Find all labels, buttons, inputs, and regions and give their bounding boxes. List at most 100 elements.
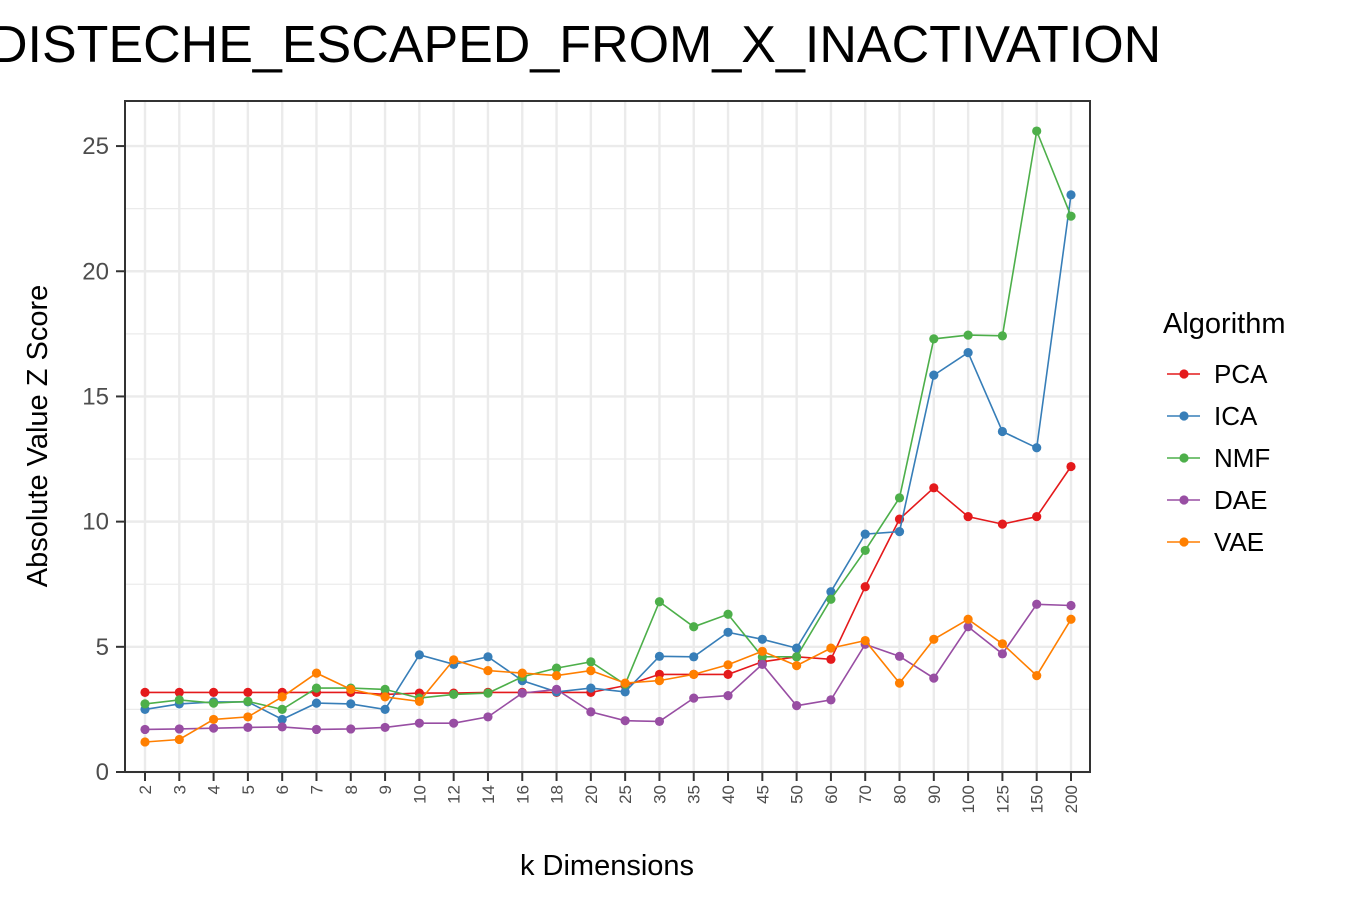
data-point-dae — [757, 659, 767, 669]
x-tick-label: 20 — [582, 785, 601, 804]
legend-item-ica: ICA — [1167, 401, 1258, 431]
data-point-nmf — [551, 663, 562, 673]
panel-border — [124, 100, 1091, 773]
data-point-pca — [929, 483, 939, 493]
data-point-pca — [208, 687, 219, 697]
data-point-vae — [620, 678, 630, 688]
data-point-vae — [414, 696, 424, 706]
y-axis-label: Absolute Value Z Score — [22, 285, 54, 588]
data-point-vae — [654, 676, 665, 686]
data-point-dae — [792, 701, 802, 711]
data-point-vae — [277, 692, 287, 702]
data-point-nmf — [208, 698, 219, 708]
legend-label-ica: ICA — [1214, 401, 1258, 431]
data-point-nmf — [243, 696, 253, 706]
data-point-nmf — [894, 493, 905, 503]
x-tick-label: 50 — [788, 785, 807, 804]
data-point-dae — [551, 684, 562, 694]
data-point-dae — [414, 718, 424, 728]
legend-title: Algorithm — [1163, 308, 1286, 340]
data-point-ica — [792, 643, 802, 653]
x-tick-label: 25 — [616, 785, 635, 804]
data-point-vae — [346, 684, 356, 694]
series-line-pca — [145, 466, 1072, 696]
data-point-nmf — [860, 545, 870, 556]
data-point-ica — [997, 426, 1008, 437]
x-axis-label: k Dimensions — [520, 850, 694, 882]
data-point-vae — [792, 660, 802, 671]
legend-marker-vae — [1179, 537, 1189, 547]
data-point-nmf — [792, 652, 802, 662]
x-tick-label: 4 — [205, 785, 224, 794]
data-point-nmf — [1066, 211, 1076, 221]
legend-item-vae: VAE — [1167, 527, 1264, 557]
data-point-nmf — [140, 699, 150, 709]
y-axis: 0 5 10 15 20 25 — [82, 133, 125, 786]
x-tick-label: 80 — [891, 785, 910, 804]
data-point-vae — [1032, 671, 1042, 681]
legend-marker-dae — [1179, 495, 1189, 505]
data-point-nmf — [963, 330, 973, 340]
y-tick-label: 0 — [96, 759, 109, 786]
chart-title: DISTECHE_ESCAPED_FROM_X_INACTIVATION — [0, 16, 1161, 74]
data-point-vae — [586, 665, 596, 676]
y-tick-label: 15 — [82, 383, 109, 410]
data-point-vae — [483, 665, 493, 676]
y-tick-label: 10 — [82, 509, 109, 536]
x-tick-label: 200 — [1062, 785, 1081, 813]
legend-item-dae: DAE — [1167, 485, 1267, 515]
data-point-dae — [380, 722, 390, 733]
data-point-vae — [174, 734, 184, 745]
data-point-pca — [174, 687, 184, 697]
series-nmf — [140, 126, 1076, 715]
data-point-dae — [277, 722, 287, 732]
data-point-ica — [963, 348, 973, 358]
data-point-nmf — [483, 688, 493, 698]
data-point-dae — [140, 724, 150, 735]
legend-label-vae: VAE — [1214, 527, 1264, 557]
data-point-ica — [689, 652, 699, 662]
data-point-ica — [894, 527, 905, 537]
data-point-vae — [894, 678, 905, 688]
x-axis: 2 3 4 5 6 7 8 9 10 12 14 16 18 20 25 30 35 40 45 50 60 70 80 90… — [136, 772, 1081, 813]
data-point-ica — [380, 704, 390, 715]
data-point-ica — [1066, 190, 1076, 200]
data-point-dae — [1032, 599, 1042, 609]
data-point-dae — [894, 651, 905, 661]
data-point-dae — [929, 673, 939, 683]
data-point-pca — [1066, 461, 1076, 472]
data-point-ica — [311, 698, 322, 708]
legend-label-pca: PCA — [1214, 359, 1268, 389]
x-tick-label: 3 — [170, 785, 189, 794]
x-tick-label: 100 — [959, 785, 978, 813]
data-point-ica — [1032, 443, 1042, 453]
legend: Algorithm PCA ICA NMF DAE VAE — [1163, 308, 1286, 557]
legend-item-pca: PCA — [1167, 359, 1268, 389]
series-dae — [140, 599, 1076, 735]
data-point-vae — [517, 668, 527, 678]
data-point-nmf — [826, 594, 836, 604]
data-point-nmf — [997, 331, 1008, 341]
data-point-vae — [689, 669, 699, 679]
plot-panel — [124, 100, 1091, 774]
data-point-ica — [826, 587, 836, 597]
data-point-ica — [586, 683, 596, 693]
data-point-dae — [826, 695, 836, 705]
x-tick-label: 12 — [445, 785, 464, 804]
x-tick-label: 7 — [307, 785, 326, 794]
data-point-nmf — [174, 695, 184, 705]
x-tick-label: 10 — [410, 785, 429, 804]
data-point-nmf — [689, 622, 699, 632]
x-tick-label: 45 — [753, 785, 772, 804]
data-point-dae — [689, 693, 699, 703]
x-tick-label: 40 — [719, 785, 738, 804]
data-point-pca — [1032, 512, 1042, 522]
x-tick-label: 30 — [650, 785, 669, 804]
data-point-dae — [1066, 600, 1076, 611]
data-point-pca — [997, 519, 1008, 529]
x-tick-label: 70 — [856, 785, 875, 804]
y-tick-label: 25 — [82, 133, 109, 160]
data-point-vae — [997, 639, 1008, 649]
x-tick-label: 5 — [239, 785, 258, 794]
series-line-dae — [144, 603, 1072, 731]
